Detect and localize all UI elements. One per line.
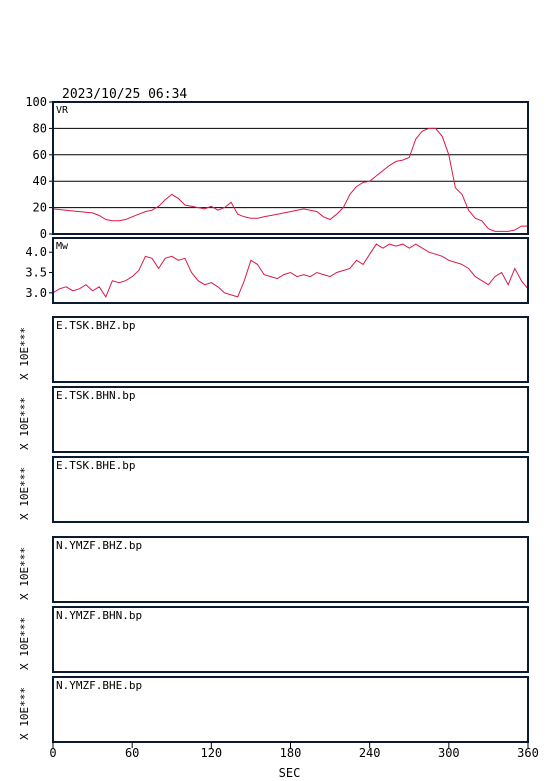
mw-label: Mw xyxy=(56,241,69,252)
waveform-frame xyxy=(52,386,529,453)
waveform-frame xyxy=(52,606,529,673)
vr-ytick-label: 80 xyxy=(33,121,47,135)
waveform-panel: N.YMZF.BHE.bp X 10E*** xyxy=(18,676,529,743)
mw-ytick-label: 3.0 xyxy=(25,286,47,300)
scale-label: X 10E*** xyxy=(18,687,31,740)
station-label: N.YMZF.BHZ.bp xyxy=(56,539,142,552)
x-axis-label: SEC xyxy=(279,766,301,780)
vr-ytick-label: 100 xyxy=(25,95,47,109)
vr-series-line xyxy=(52,127,528,232)
vr-ytick-label: 0 xyxy=(40,227,47,241)
scale-label: X 10E*** xyxy=(18,327,31,380)
x-tick-label: 180 xyxy=(280,746,302,760)
waveform-frame xyxy=(52,316,529,383)
station-label: E.TSK.BHE.bp xyxy=(56,459,135,472)
station-label: N.YMZF.BHE.bp xyxy=(56,679,142,692)
x-tick-label: 240 xyxy=(359,746,381,760)
waveform-panel: N.YMZF.BHN.bp X 10E*** xyxy=(18,606,529,673)
mw-panel: 3.0 3.5 4.0 Mw xyxy=(25,237,529,304)
waveform-frame xyxy=(52,456,529,523)
scale-label: X 10E*** xyxy=(18,467,31,520)
mw-series-line xyxy=(52,243,529,298)
waveform-panel: E.TSK.BHE.bp X 10E*** xyxy=(18,456,529,523)
vr-ytick-label: 60 xyxy=(33,148,47,162)
mw-ytick-label: 4.0 xyxy=(25,245,47,259)
vr-panel: 0 20 40 60 80 100 VR xyxy=(25,95,529,241)
x-tick-label: 120 xyxy=(200,746,222,760)
vr-ytick-label: 20 xyxy=(33,201,47,215)
waveform-panel: N.YMZF.BHZ.bp X 10E*** xyxy=(18,536,529,603)
mw-ytick-label: 3.5 xyxy=(25,266,47,280)
station-label: E.TSK.BHN.bp xyxy=(56,389,135,402)
scale-label: X 10E*** xyxy=(18,617,31,670)
scale-label: X 10E*** xyxy=(18,547,31,600)
waveform-panel: E.TSK.BHZ.bp X 10E*** xyxy=(18,316,529,383)
station-label: N.YMZF.BHN.bp xyxy=(56,609,142,622)
vr-frame xyxy=(52,101,529,235)
scale-label: X 10E*** xyxy=(18,397,31,450)
waveform-panels: E.TSK.BHZ.bp X 10E*** E.TSK.BHN.bp X 10E***… xyxy=(18,316,529,743)
x-axis: 0 60 120 180 240 300 360 SEC xyxy=(49,742,539,780)
waveform-panel: E.TSK.BHN.bp X 10E*** xyxy=(18,386,529,453)
x-tick-label: 300 xyxy=(438,746,460,760)
vr-label: VR xyxy=(56,105,69,116)
mw-frame xyxy=(52,237,529,304)
x-tick-label: 0 xyxy=(49,746,56,760)
report-timestamp: 2023/10/25 06:34 xyxy=(62,87,187,102)
x-tick-label: 60 xyxy=(125,746,139,760)
waveform-frame xyxy=(52,536,529,603)
station-label: E.TSK.BHZ.bp xyxy=(56,319,135,332)
x-tick-label: 360 xyxy=(517,746,539,760)
vr-ytick-label: 40 xyxy=(33,174,47,188)
